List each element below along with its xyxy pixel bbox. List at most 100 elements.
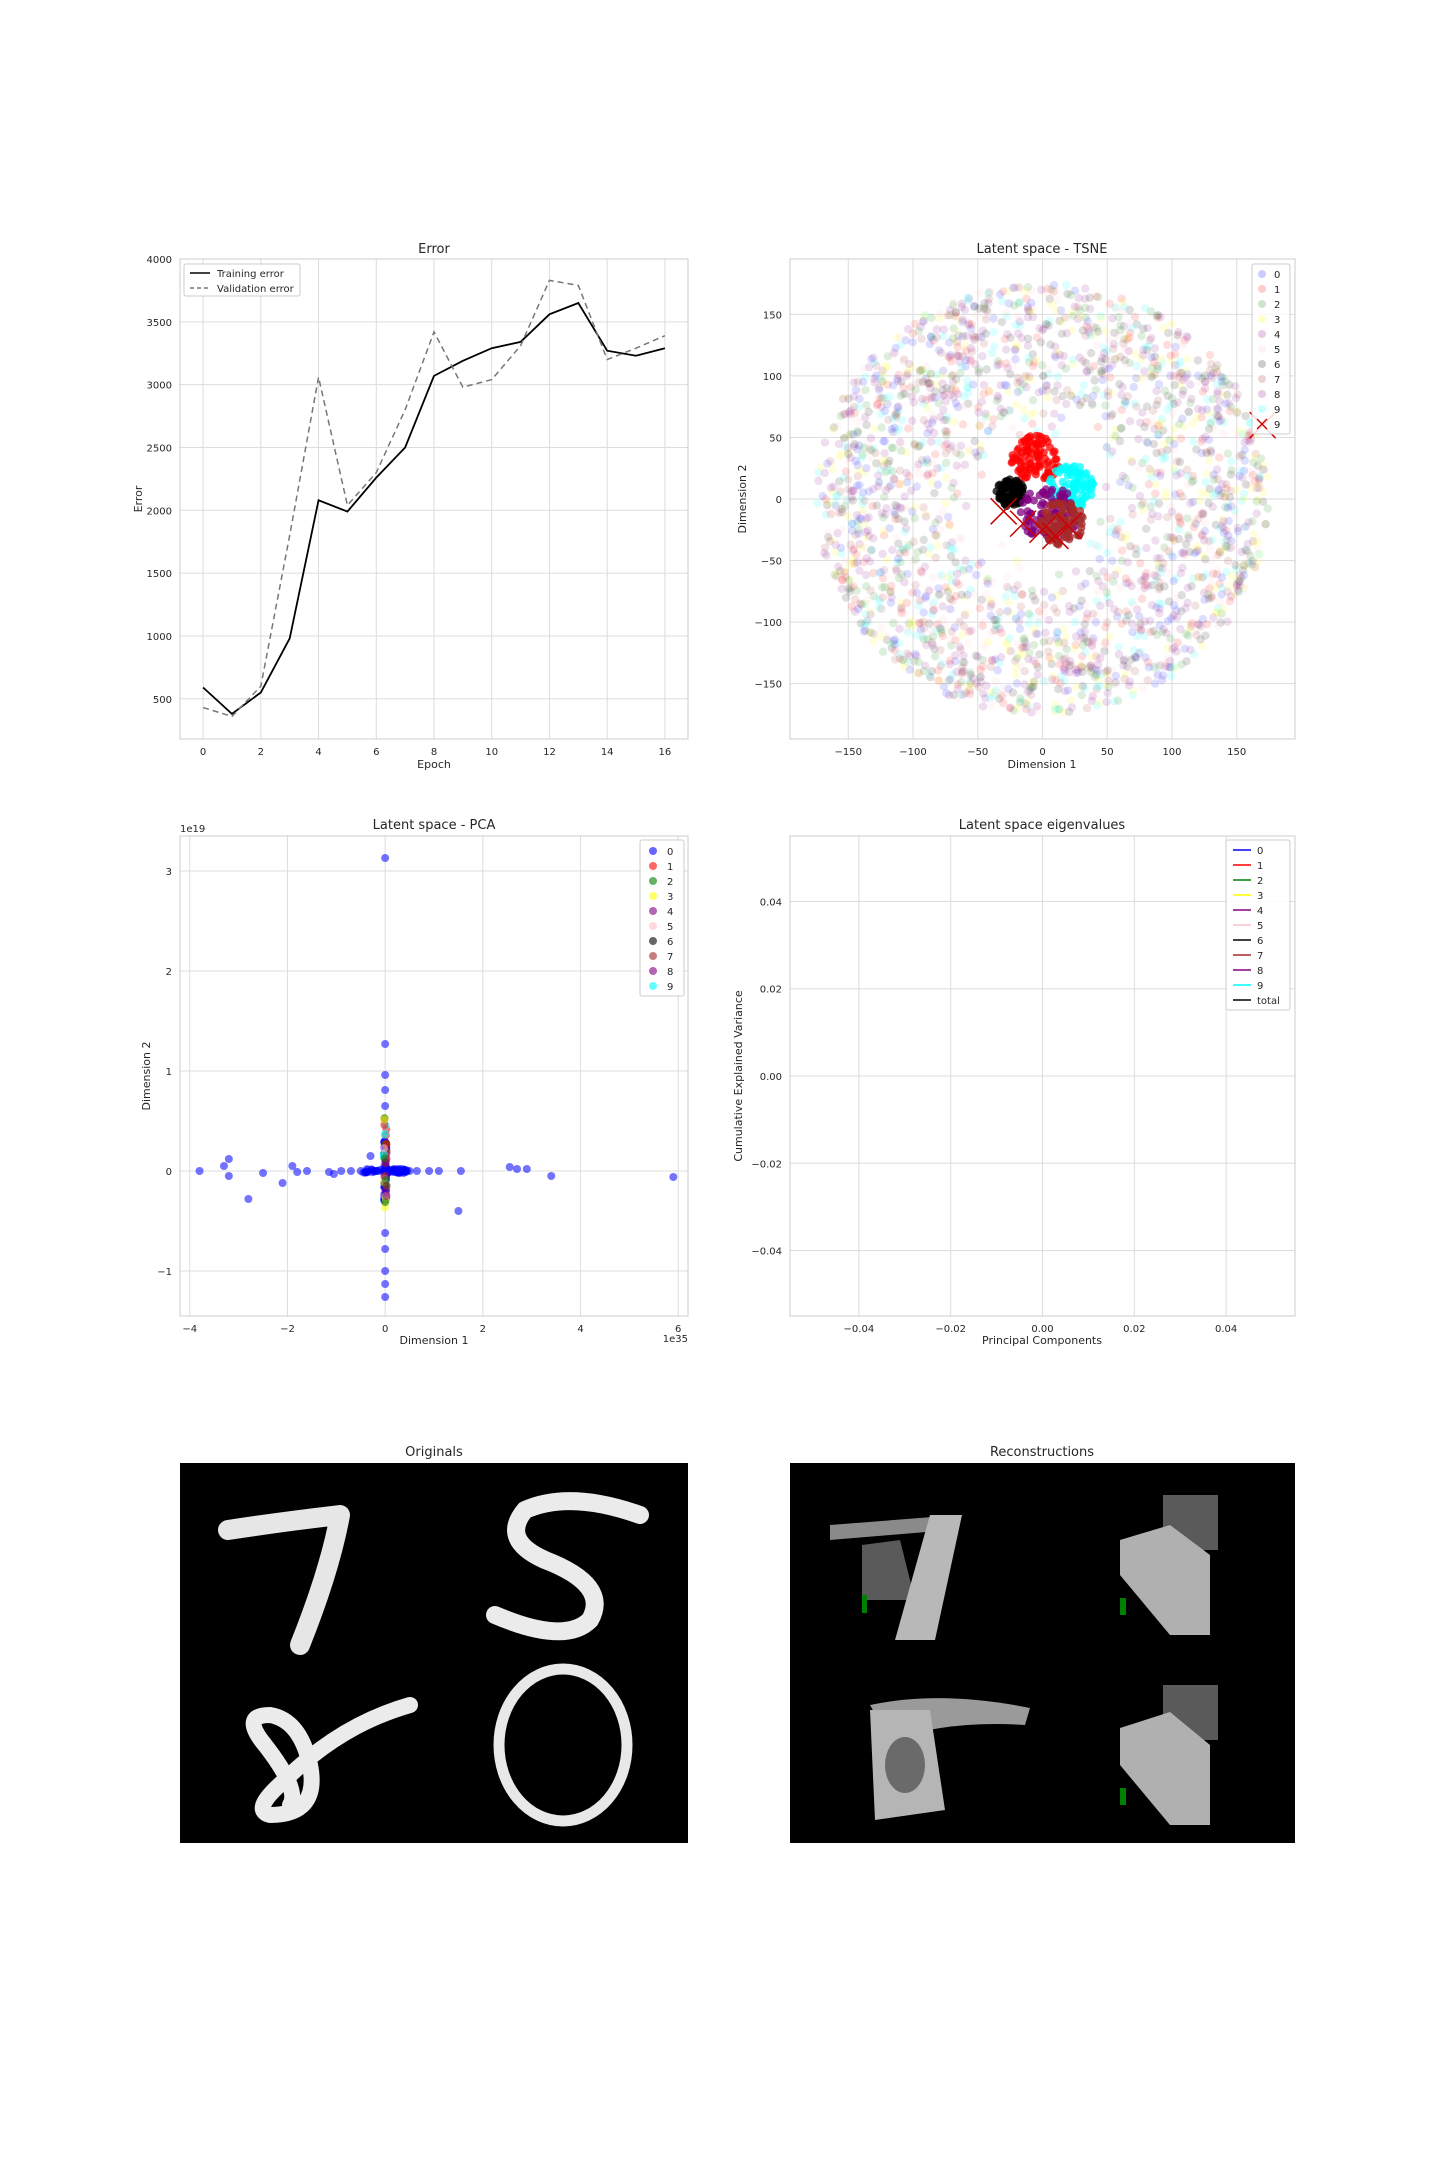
tsne-point-faint: [1172, 646, 1181, 656]
tsne-point-faint: [1001, 592, 1010, 601]
y-tick-label: 0: [166, 1167, 172, 1178]
legend-marker: [1258, 405, 1266, 413]
tsne-point-faint: [844, 449, 853, 459]
tsne-point-faint: [1117, 294, 1126, 303]
tsne-point-faint: [900, 527, 909, 536]
tsne-point-faint: [1253, 557, 1262, 566]
tsne-point-faint: [914, 669, 924, 679]
tsne-point-faint: [1118, 471, 1128, 481]
tsne-point-faint: [945, 353, 955, 362]
tsne-point-faint: [1158, 671, 1168, 680]
tsne-point-faint: [984, 387, 994, 396]
tsne-cluster-point: [1021, 451, 1030, 460]
tsne-point-faint: [1189, 515, 1199, 525]
tsne-point-faint: [931, 652, 940, 661]
legend-marker: [1258, 315, 1266, 323]
tsne-point-faint: [854, 441, 864, 450]
tsne-point-faint: [1114, 312, 1123, 322]
tsne-point-faint: [925, 339, 934, 349]
tsne-point-faint: [1001, 345, 1011, 354]
tsne-point-faint: [1026, 611, 1035, 620]
tsne-point-faint: [1035, 607, 1044, 616]
tsne-point-faint: [1152, 572, 1161, 581]
tsne-cluster-point: [1025, 489, 1034, 498]
tsne-point-faint: [1192, 445, 1201, 454]
tsne-point-faint: [963, 681, 973, 691]
tsne-point-faint: [914, 469, 924, 478]
tsne-point-faint: [1103, 666, 1112, 675]
tsne-point-faint: [921, 510, 931, 520]
tsne-point-faint: [1077, 582, 1086, 591]
tsne-point-faint: [1013, 378, 1022, 388]
tsne-point-faint: [1023, 334, 1033, 343]
y-tick-label: 0: [776, 495, 782, 506]
legend-marker: [649, 847, 657, 855]
tsne-point-faint: [1174, 373, 1184, 382]
tsne-point-faint: [1224, 516, 1233, 526]
tsne-point-faint: [889, 618, 898, 628]
tsne-point-faint: [1148, 406, 1158, 415]
tsne-point-faint: [886, 588, 895, 597]
tsne-point-faint: [1108, 410, 1117, 419]
tsne-point-faint: [936, 463, 946, 473]
tsne-point-faint: [862, 420, 871, 430]
tsne-point-faint: [1222, 526, 1231, 535]
tsne-point-faint: [1152, 576, 1161, 585]
tsne-point-faint: [1227, 466, 1236, 475]
tsne-point-faint: [1215, 548, 1225, 557]
pca-point: [219, 1162, 228, 1170]
tsne-point-faint: [969, 590, 979, 599]
tsne-point-faint: [909, 391, 919, 400]
tsne-point-faint: [1059, 642, 1068, 651]
tsne-point-faint: [1140, 617, 1149, 626]
tsne-point-faint: [1163, 445, 1172, 455]
tsne-point-faint: [907, 620, 916, 629]
tsne-point-faint: [856, 515, 866, 524]
tsne-point-faint: [1124, 347, 1134, 356]
tsne-point-faint: [968, 674, 978, 683]
tsne-point-faint: [853, 558, 862, 567]
tsne-point-faint: [888, 381, 898, 390]
tsne-point-faint: [1097, 369, 1107, 379]
digit-0-image: [493, 1663, 633, 1827]
tsne-point-faint: [1210, 471, 1220, 480]
tsne-point-faint: [951, 558, 960, 567]
tsne-point-faint: [1015, 283, 1024, 292]
legend-label: 4: [1274, 330, 1280, 341]
tsne-point-faint: [891, 515, 900, 524]
tsne-point-faint: [1039, 371, 1048, 381]
legend-label: 1: [1274, 285, 1280, 296]
tsne-point-faint: [985, 386, 994, 396]
tsne-point-faint: [1013, 703, 1022, 712]
tsne-point-faint: [1119, 661, 1128, 670]
tsne-point-faint: [1168, 535, 1178, 544]
tsne-point-faint: [1110, 570, 1120, 580]
tsne-point-faint: [1098, 582, 1107, 591]
tsne-point-faint: [897, 608, 906, 617]
tsne-point-faint: [1086, 304, 1095, 314]
tsne-point-faint: [882, 504, 891, 513]
pca-point: [259, 1169, 268, 1177]
tsne-point-faint: [1101, 354, 1110, 364]
tsne-point-faint: [1050, 342, 1060, 351]
tsne-point-faint: [1206, 359, 1216, 369]
tsne-point-faint: [1101, 401, 1110, 410]
tsne-point-faint: [1047, 422, 1057, 431]
tsne-point-faint: [1092, 323, 1101, 333]
tsne-point-faint: [1193, 573, 1203, 583]
tsne-point-faint: [879, 436, 888, 446]
tsne-point-faint: [1038, 675, 1048, 685]
tsne-point-faint: [910, 514, 919, 523]
tsne-point-faint: [1225, 406, 1235, 416]
tsne-point-faint: [1084, 638, 1094, 648]
tsne-point-faint: [1218, 381, 1227, 390]
tsne-point-faint: [1234, 577, 1244, 586]
tsne-point-faint: [1082, 322, 1091, 331]
tsne-point-faint: [1258, 460, 1267, 470]
tsne-point-faint: [991, 655, 1000, 664]
tsne-point-faint: [936, 661, 946, 671]
tsne-point-faint: [1253, 546, 1263, 555]
tsne-point-faint: [855, 539, 864, 549]
tsne-point-faint: [1188, 419, 1198, 428]
tsne-point-faint: [841, 467, 851, 476]
